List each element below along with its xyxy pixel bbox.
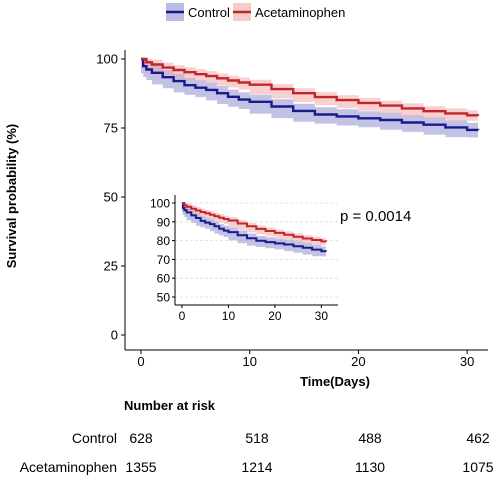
y-tick-label: 25 <box>104 259 118 274</box>
p-value-annotation: p = 0.0014 <box>340 208 411 225</box>
x-tick-label: 0 <box>137 354 144 369</box>
inset-y-tick-label: 60 <box>157 272 171 286</box>
risk-table-value: 1214 <box>241 459 272 475</box>
risk-table: Number at risk Control 628 518 488 462 Acetami… <box>20 398 494 475</box>
inset-y-tick-label: 80 <box>157 234 171 248</box>
inset-confidence-band-control <box>182 203 326 257</box>
inset-y-tick-label: 70 <box>157 253 171 267</box>
inset-y-tick-label: 50 <box>157 291 171 305</box>
survival-line-control <box>141 57 480 132</box>
y-tick-label: 100 <box>96 52 118 67</box>
y-tick-label: 0 <box>111 328 118 343</box>
legend: Control Acetaminophen <box>166 3 345 21</box>
inset-survival-line-acetaminophen <box>182 202 327 243</box>
risk-table-value: 462 <box>466 430 490 446</box>
x-axis-label: Time(Days) <box>300 374 370 389</box>
risk-table-row-label: Control <box>72 430 117 446</box>
risk-table-value: 518 <box>245 430 269 446</box>
inset-x-tick-label: 20 <box>268 309 282 323</box>
y-tick-label: 50 <box>104 190 118 205</box>
inset-x-tick-label: 0 <box>179 309 186 323</box>
risk-table-value: 1355 <box>125 459 156 475</box>
y-axis-label: Survival probability (%) <box>4 124 19 268</box>
legend-label: Acetaminophen <box>255 5 345 20</box>
inset-survival-line-control <box>181 202 327 253</box>
risk-table-value: 628 <box>129 430 153 446</box>
inset-y-tick-label: 100 <box>150 197 170 211</box>
risk-table-value: 1130 <box>355 459 385 475</box>
y-tick-label: 75 <box>104 121 118 136</box>
inset-x-tick-label: 10 <box>222 309 236 323</box>
inset-plot: 50 60 70 80 90 100 0 10 20 30 <box>150 195 338 323</box>
inset-y-tick-label: 90 <box>157 215 171 229</box>
x-tick-label: 30 <box>460 354 474 369</box>
confidence-band-control <box>141 59 478 138</box>
survival-line-acetaminophen <box>141 57 480 117</box>
risk-table-row-label: Acetaminophen <box>20 459 117 475</box>
x-tick-label: 10 <box>242 354 256 369</box>
x-tick-label: 20 <box>351 354 365 369</box>
legend-label: Control <box>188 5 230 20</box>
risk-table-value: 488 <box>358 430 382 446</box>
risk-table-title: Number at risk <box>124 398 216 413</box>
risk-table-value: 1075 <box>462 459 493 475</box>
inset-x-tick-label: 30 <box>315 309 329 323</box>
